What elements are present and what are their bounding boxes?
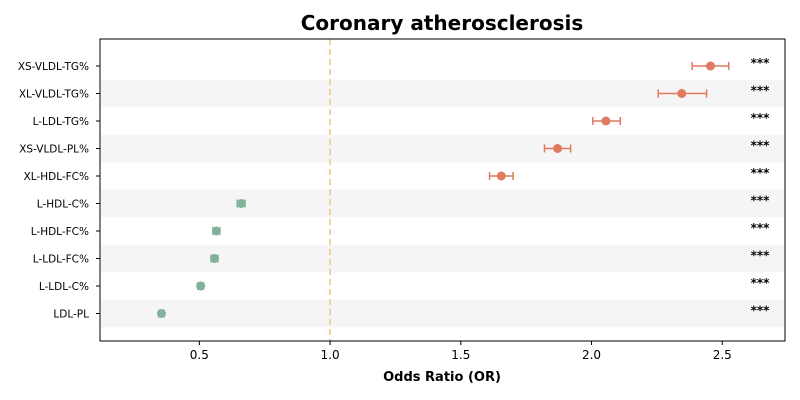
row-band bbox=[101, 244, 784, 273]
data-marks: *** *** *** *** *** *** *** *** *** *** bbox=[156, 56, 771, 318]
significance-label: *** bbox=[751, 111, 771, 125]
or-point bbox=[236, 199, 246, 208]
significance-label: *** bbox=[751, 166, 771, 180]
significance-label: *** bbox=[751, 84, 771, 98]
significance-label: *** bbox=[751, 139, 771, 153]
or-point bbox=[156, 309, 166, 318]
significance-label: *** bbox=[751, 194, 771, 208]
or-point bbox=[705, 61, 715, 71]
y-tick-label: L-LDL-FC% bbox=[33, 254, 89, 266]
x-tick-label: 1.0 bbox=[321, 348, 340, 362]
y-tick-label: XL-VLDL-TG% bbox=[19, 89, 89, 101]
or-point bbox=[211, 226, 221, 236]
y-tick-label: L-HDL-FC% bbox=[31, 226, 89, 238]
row-bands bbox=[101, 79, 784, 328]
or-point bbox=[496, 171, 506, 181]
y-axis-labels: XS-VLDL-TG% XL-VLDL-TG% L-LDL-TG% XS-VLDL-P… bbox=[18, 61, 100, 321]
row-band bbox=[101, 134, 784, 163]
x-tick-label: 2.0 bbox=[582, 348, 601, 362]
or-point bbox=[601, 116, 611, 126]
or-point bbox=[196, 281, 206, 291]
y-tick-label: L-HDL-C% bbox=[37, 199, 89, 211]
x-axis: 0.5 1.0 1.5 2.0 2.5 bbox=[190, 341, 732, 362]
row-band bbox=[101, 299, 784, 328]
x-tick-label: 0.5 bbox=[190, 348, 209, 362]
plot-frame bbox=[99, 38, 786, 342]
or-point bbox=[210, 254, 220, 263]
significance-label: *** bbox=[751, 56, 771, 70]
y-tick-label: L-LDL-C% bbox=[39, 281, 89, 293]
x-tick-label: 1.5 bbox=[451, 348, 470, 362]
y-tick-label: L-LDL-TG% bbox=[33, 116, 89, 128]
y-tick-label: LDL-PL bbox=[53, 309, 89, 321]
or-point bbox=[677, 89, 687, 98]
row-band bbox=[101, 189, 784, 218]
significance-label: *** bbox=[751, 304, 771, 318]
significance-label: *** bbox=[751, 276, 771, 290]
significance-label: *** bbox=[751, 249, 771, 263]
chart-title: Coronary atherosclerosis bbox=[301, 11, 584, 35]
y-tick-label: XS-VLDL-TG% bbox=[18, 61, 89, 73]
y-tick-label: XL-HDL-FC% bbox=[24, 171, 89, 183]
significance-label: *** bbox=[751, 221, 771, 235]
x-axis-label: Odds Ratio (OR) bbox=[383, 370, 501, 385]
x-tick-label: 2.5 bbox=[713, 348, 732, 362]
y-tick-label: XS-VLDL-PL% bbox=[19, 144, 89, 156]
or-point bbox=[553, 144, 563, 153]
